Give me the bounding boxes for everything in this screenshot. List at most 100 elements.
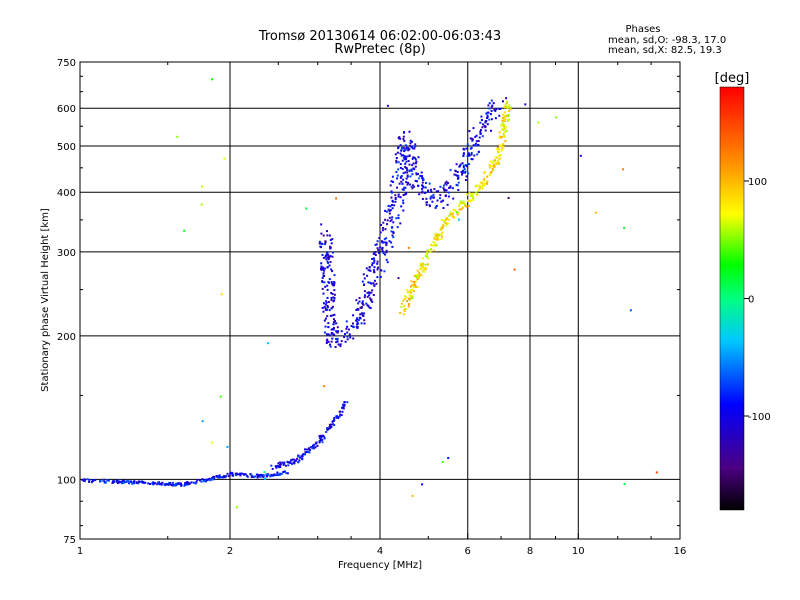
echo-point xyxy=(333,318,335,321)
echo-point xyxy=(183,229,186,232)
echo-point xyxy=(337,417,340,419)
echo-point xyxy=(397,193,400,196)
echo-point xyxy=(178,482,181,485)
echo-point xyxy=(357,319,360,322)
echo-point xyxy=(328,309,331,312)
echo-point xyxy=(83,478,86,481)
y-tick-label: 100 xyxy=(57,475,76,486)
echo-point xyxy=(196,479,199,481)
echo-point xyxy=(494,117,497,120)
echo-point xyxy=(371,262,374,265)
echo-point xyxy=(363,296,366,299)
echo-point xyxy=(284,470,287,473)
echo-point xyxy=(346,338,349,341)
echo-point xyxy=(336,337,339,340)
echo-point xyxy=(623,483,626,485)
echo-point xyxy=(343,403,346,406)
echo-point xyxy=(377,249,380,252)
echo-point xyxy=(470,158,473,161)
echo-point xyxy=(390,241,393,244)
echo-point xyxy=(478,184,481,187)
echo-point xyxy=(500,148,503,151)
echo-point xyxy=(327,253,330,256)
echo-point xyxy=(369,307,372,310)
echo-point xyxy=(415,274,418,276)
echo-point xyxy=(504,126,507,129)
echo-point xyxy=(361,314,364,317)
echo-point xyxy=(415,173,418,176)
echo-point xyxy=(425,252,428,255)
echo-point xyxy=(180,484,183,486)
echo-point xyxy=(407,147,410,150)
echo-point xyxy=(399,196,402,199)
echo-point xyxy=(326,251,329,254)
echo-point xyxy=(397,217,400,220)
echo-point xyxy=(183,484,186,487)
echo-point xyxy=(380,269,383,272)
echo-point xyxy=(385,237,388,240)
echo-point xyxy=(482,123,485,126)
echo-point xyxy=(434,206,437,209)
echo-point xyxy=(330,281,333,284)
echo-point xyxy=(454,210,457,213)
echo-point xyxy=(403,139,406,142)
echo-point xyxy=(239,474,242,477)
echo-point xyxy=(379,275,382,278)
echo-point xyxy=(329,425,332,428)
echo-point xyxy=(366,291,369,294)
echo-point xyxy=(396,177,398,180)
echo-point xyxy=(449,213,452,216)
echo-point xyxy=(452,197,455,200)
y-tick-label: 500 xyxy=(57,142,76,153)
echo-point xyxy=(333,424,336,427)
echo-point xyxy=(235,472,238,475)
echo-point xyxy=(326,304,329,307)
echo-point xyxy=(427,190,429,193)
echo-point xyxy=(422,265,425,268)
echo-point xyxy=(355,309,358,311)
echo-point xyxy=(436,199,439,202)
echo-point xyxy=(328,264,331,267)
echo-point xyxy=(489,160,492,163)
echo-point xyxy=(410,280,413,283)
echo-point xyxy=(363,319,366,322)
echo-point xyxy=(417,286,420,289)
echo-point xyxy=(280,472,283,475)
echo-point xyxy=(297,455,300,458)
echo-point xyxy=(399,152,402,155)
echo-point xyxy=(361,280,364,283)
echo-point xyxy=(321,254,324,256)
echo-point xyxy=(406,174,409,177)
echo-point xyxy=(495,148,498,151)
echo-point xyxy=(238,473,241,476)
echo-point xyxy=(503,131,506,134)
echo-point xyxy=(324,308,327,311)
echo-point xyxy=(400,302,403,305)
echo-point xyxy=(370,291,373,294)
echo-point xyxy=(219,395,222,398)
echo-point xyxy=(147,482,150,485)
echo-point xyxy=(325,339,328,342)
echo-point xyxy=(413,147,416,150)
echo-point xyxy=(408,130,411,133)
echo-point xyxy=(326,427,329,430)
echo-point xyxy=(291,458,294,461)
echo-point xyxy=(506,107,509,109)
echo-point xyxy=(396,151,399,154)
echo-point xyxy=(291,463,294,466)
echo-point xyxy=(111,482,114,484)
echo-point xyxy=(419,264,422,267)
echo-point xyxy=(403,186,406,189)
echo-point xyxy=(416,269,419,272)
echo-point xyxy=(408,169,411,172)
echo-point xyxy=(481,182,483,185)
echo-point xyxy=(468,163,471,166)
echo-point xyxy=(442,220,445,223)
echo-point xyxy=(335,415,338,418)
echo-point xyxy=(396,186,398,189)
echo-point xyxy=(325,301,328,304)
echo-point xyxy=(81,478,84,481)
echo-point xyxy=(132,481,135,484)
echo-point xyxy=(226,472,229,475)
echo-point xyxy=(493,165,496,168)
